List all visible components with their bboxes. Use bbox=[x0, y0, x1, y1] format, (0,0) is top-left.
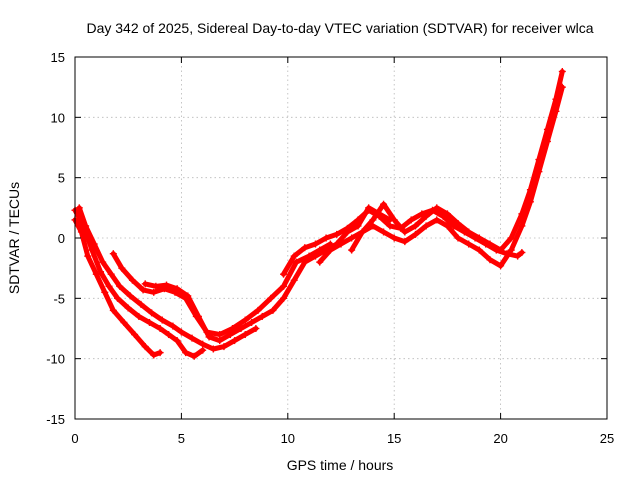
series-trace-5 bbox=[141, 204, 394, 345]
x-tick-label: 25 bbox=[600, 431, 614, 446]
series-line bbox=[142, 205, 393, 344]
x-tick-label: 15 bbox=[387, 431, 401, 446]
series-trace-4 bbox=[109, 240, 334, 339]
y-tick-label: 0 bbox=[58, 231, 65, 246]
series-trace-3 bbox=[75, 204, 260, 353]
series-trace-8 bbox=[348, 67, 566, 254]
y-axis-label: SDTVAR / TECUs bbox=[6, 182, 22, 294]
x-tick-label: 10 bbox=[281, 431, 295, 446]
series-line bbox=[349, 69, 565, 253]
series-layer bbox=[71, 67, 566, 360]
x-tick-label: 20 bbox=[493, 431, 507, 446]
axis-ticks: 0 5 10 15 20 25 -15 -10 -5 0 5 10 15 bbox=[46, 50, 614, 446]
y-tick-label: -5 bbox=[53, 291, 65, 306]
y-tick-label: 5 bbox=[58, 171, 65, 186]
x-tick-label: 0 bbox=[71, 431, 78, 446]
series-trace-1 bbox=[71, 216, 164, 359]
y-tick-label: -15 bbox=[46, 412, 65, 427]
y-tick-label: -10 bbox=[46, 352, 65, 367]
y-tick-label: 10 bbox=[51, 110, 65, 125]
x-tick-label: 5 bbox=[178, 431, 185, 446]
y-tick-label: 15 bbox=[51, 50, 65, 65]
series-trace-7 bbox=[316, 83, 566, 270]
chart-title: Day 342 of 2025, Sidereal Day-to-day VTE… bbox=[86, 20, 593, 36]
x-axis-label: GPS time / hours bbox=[287, 457, 394, 473]
